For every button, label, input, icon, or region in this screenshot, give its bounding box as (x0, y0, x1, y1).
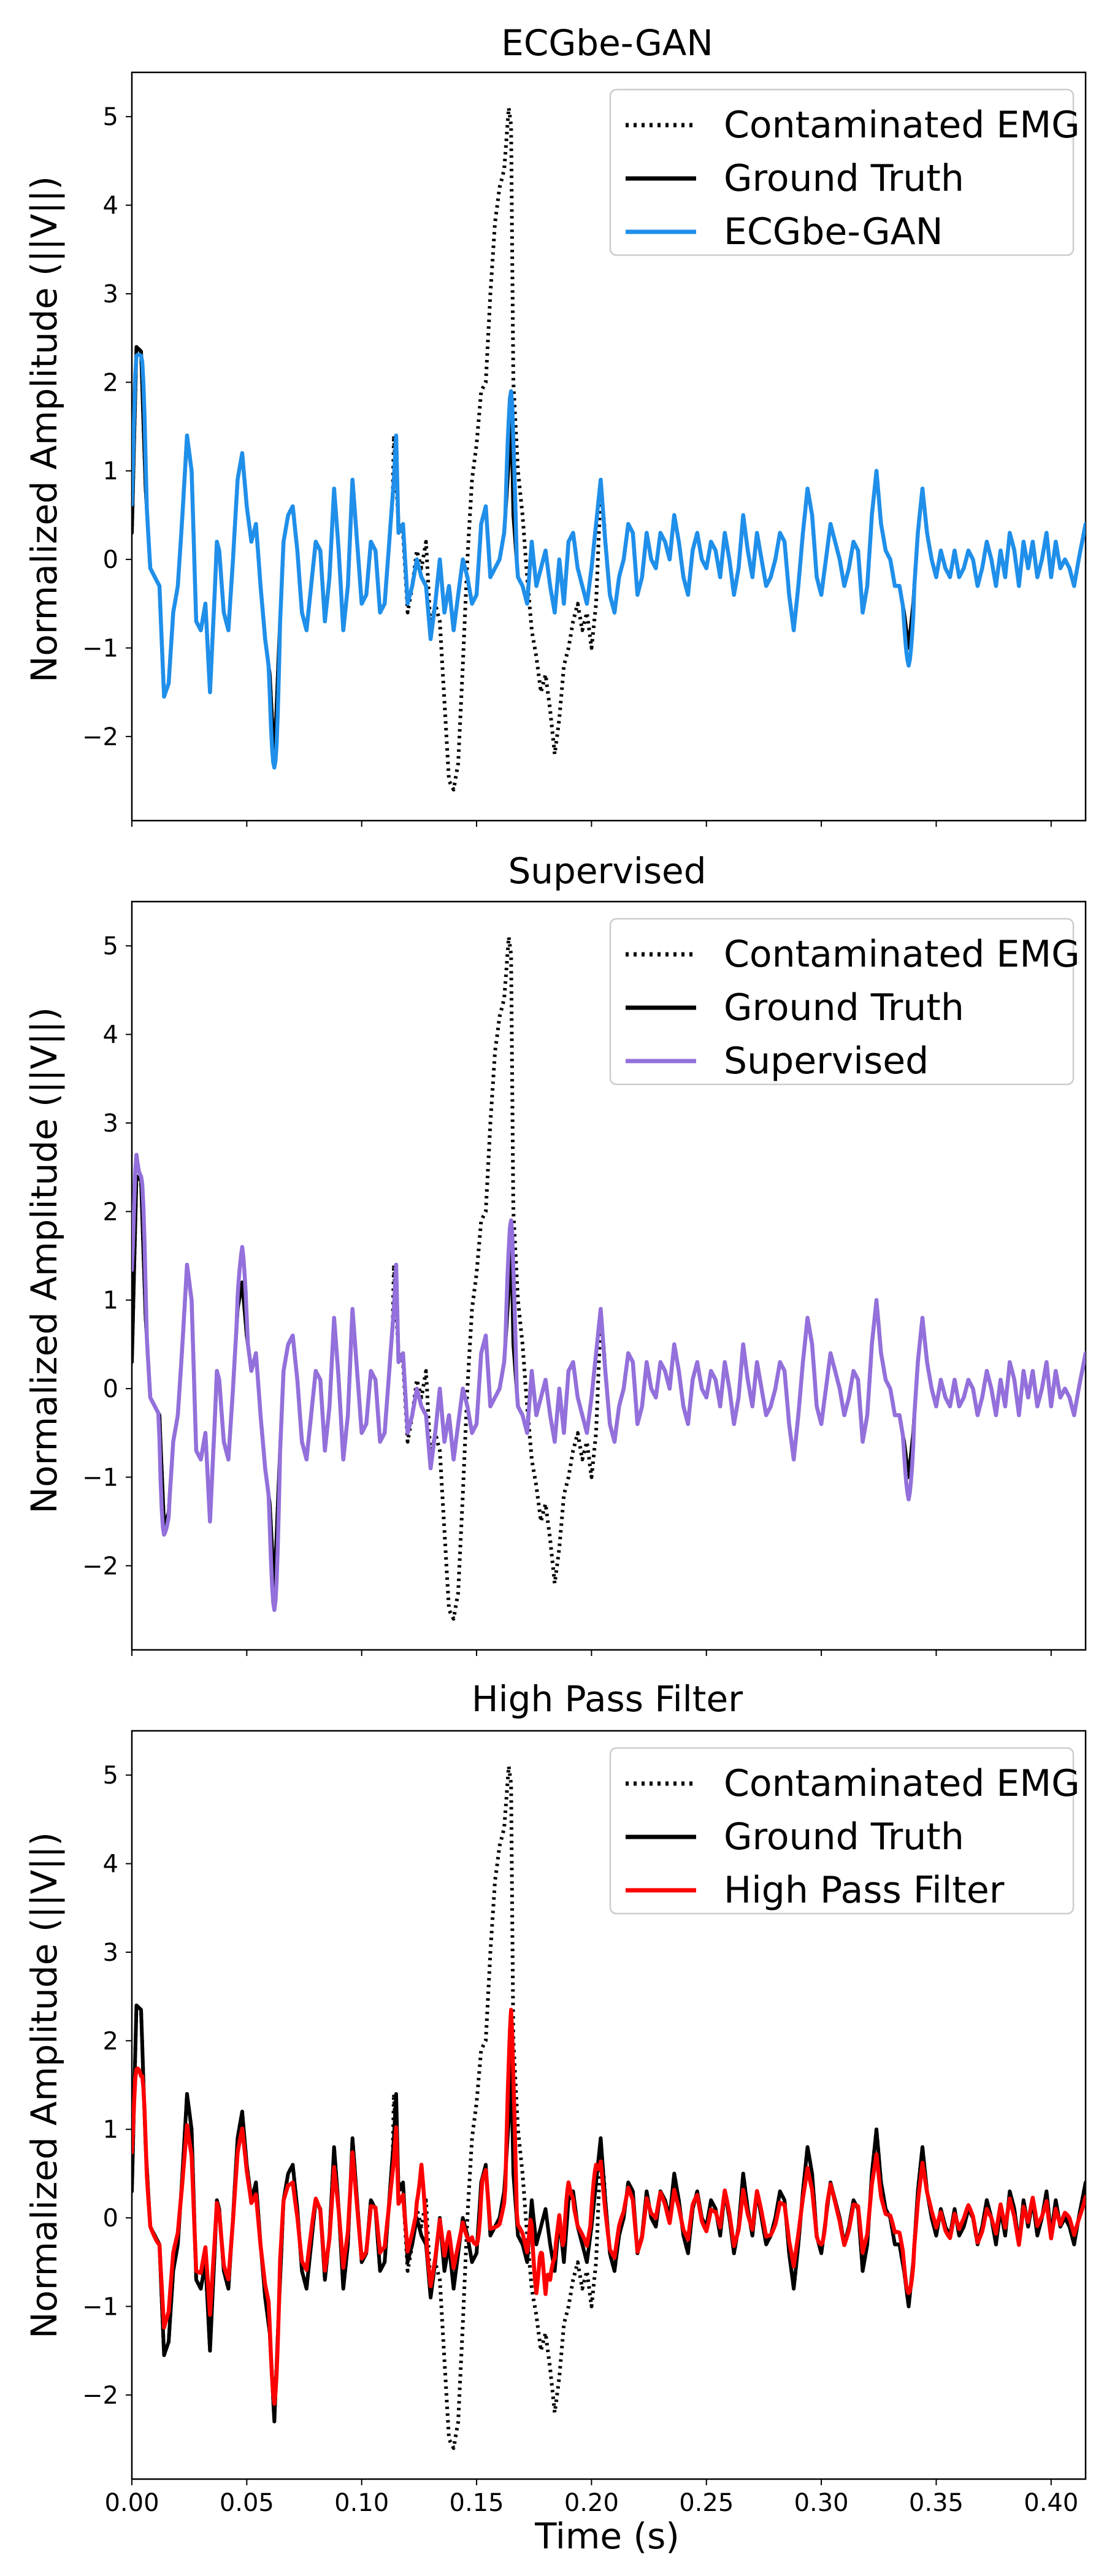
y-tick-label: 5 (103, 103, 118, 131)
legend-label: ECGbe-GAN (724, 210, 943, 253)
y-axis-label: Normalized Amplitude (||V||) (23, 1007, 65, 1514)
legend-box (609, 1747, 1075, 1915)
y-tick-label: 2 (103, 1198, 118, 1226)
plot-area: −2 −1 0 1 2 3 4 5 Contaminated EMG Ground Truth EC… (82, 71, 1087, 827)
y-tick-label: 2 (103, 369, 118, 397)
y-tick-label: 2 (103, 2027, 118, 2055)
legend-label: Ground Truth (724, 157, 964, 200)
y-tick-label: −1 (82, 1463, 118, 1492)
plot-area: −2 −1 0 1 2 3 4 5 Contaminated EMG Ground Truth Su… (82, 900, 1087, 1656)
legend: Contaminated EMG Ground Truth High Pass Fi… (609, 1747, 1080, 1915)
legend-label: Ground Truth (724, 986, 964, 1029)
legend: Contaminated EMG Ground Truth ECGbe-GAN (609, 88, 1080, 256)
y-tick-label: −1 (82, 634, 118, 662)
x-tick-label: 0.35 (909, 2489, 964, 2517)
legend-label: Contaminated EMG (724, 933, 1080, 976)
y-axis-label: Normalized Amplitude (||V||) (23, 176, 65, 683)
y-tick-label: 0 (103, 546, 118, 574)
x-tick-label: 0.15 (450, 2489, 504, 2517)
x-tick-label: 0.00 (104, 2489, 159, 2517)
legend-box (609, 88, 1075, 256)
x-tick-label: 0.05 (220, 2489, 274, 2517)
panel-ecgbe-gan: ECGbe-GAN Normalized Amplitude (||V||) −… (23, 22, 1087, 827)
legend-label: Contaminated EMG (724, 104, 1080, 147)
y-tick-label: 5 (103, 1761, 118, 1790)
x-tick-label: 0.40 (1024, 2489, 1078, 2517)
y-tick-label: 4 (103, 192, 118, 220)
y-tick-label: 5 (103, 932, 118, 960)
panel-high-pass-filter: High Pass Filter Normalized Amplitude (|… (23, 1678, 1087, 2517)
series-line-model (132, 1152, 1086, 1612)
x-tick-label: 0.10 (334, 2489, 389, 2517)
y-tick-label: 0 (103, 2204, 118, 2233)
panel-supervised: Supervised Normalized Amplitude (||V||) … (23, 850, 1087, 1656)
legend: Contaminated EMG Ground Truth Supervised (609, 918, 1080, 1086)
chart-title: ECGbe-GAN (501, 22, 713, 64)
legend-label: High Pass Filter (724, 1869, 1005, 1912)
series-line-model (132, 2007, 1086, 2406)
y-tick-label: 1 (103, 458, 118, 486)
y-tick-label: 3 (103, 1939, 118, 1967)
y-tick-label: 3 (103, 280, 118, 309)
chart-title: Supervised (508, 850, 706, 892)
legend-box (609, 918, 1075, 1086)
y-tick-label: 4 (103, 1021, 118, 1049)
y-tick-label: 1 (103, 2116, 118, 2144)
y-tick-label: −1 (82, 2293, 118, 2321)
legend-label: Contaminated EMG (724, 1762, 1080, 1805)
x-tick-label: 0.20 (564, 2489, 619, 2517)
x-tick-label: 0.30 (794, 2489, 849, 2517)
x-axis-label: Time (s) (534, 2515, 680, 2557)
legend-label: Ground Truth (724, 1815, 964, 1858)
plot-area: −2 −1 0 1 2 3 4 5 0.00 0.05 0.10 0.15 0.20 0.25 0.30 0.… (82, 1730, 1087, 2517)
x-tick-label: 0.25 (679, 2489, 734, 2517)
series-line-model (132, 353, 1086, 770)
y-tick-label: 4 (103, 1850, 118, 1879)
legend-label: Supervised (724, 1040, 929, 1083)
y-axis-label: Normalized Amplitude (||V||) (23, 1832, 65, 2339)
y-tick-label: −2 (82, 1552, 118, 1581)
chart-title: High Pass Filter (472, 1678, 743, 1720)
y-tick-label: −2 (82, 723, 118, 751)
y-tick-label: 3 (103, 1110, 118, 1138)
y-tick-label: 0 (103, 1375, 118, 1403)
y-tick-label: −2 (82, 2382, 118, 2410)
y-tick-label: 1 (103, 1287, 118, 1315)
